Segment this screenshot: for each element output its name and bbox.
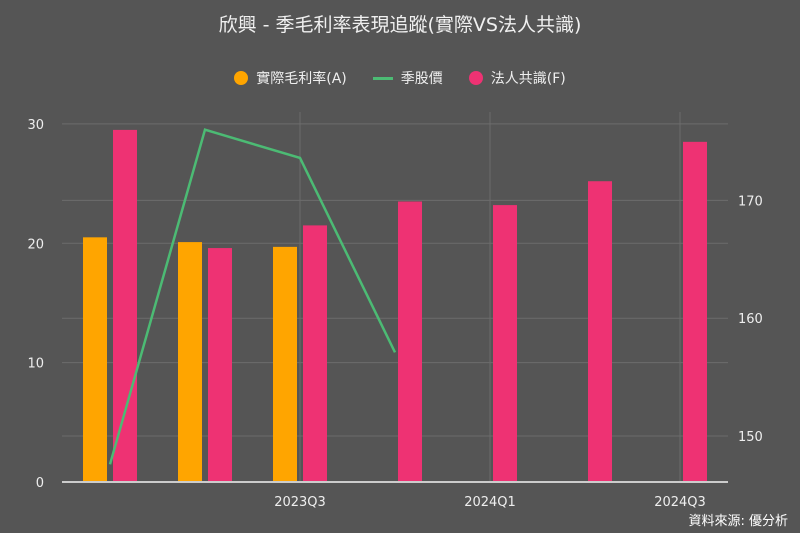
y-left-tick-label: 10 (27, 357, 44, 372)
y-right-tick-label: 160 (738, 312, 763, 327)
bar-forecast (113, 129, 137, 482)
legend-swatch (468, 71, 483, 85)
bar-forecast (683, 141, 707, 482)
legend-item-actual[interactable]: 實際毛利率(A) (234, 68, 347, 88)
line-price (108, 128, 397, 465)
bar-actual (83, 237, 107, 482)
legend-item-forecast[interactable]: 法人共識(F) (468, 68, 566, 88)
x-tick-label: 2024Q3 (654, 495, 706, 510)
legend-swatch (234, 71, 249, 85)
bar-actual (273, 246, 297, 482)
y-right-tick-label: 150 (738, 430, 763, 445)
y-right-tick-label: 170 (738, 194, 763, 209)
y-left-tick-label: 20 (27, 237, 44, 252)
y-left-tick-label: 30 (27, 118, 44, 133)
bar-forecast (588, 181, 612, 482)
y-left-tick-label: 0 (36, 476, 44, 491)
x-tick-label: 2023Q3 (274, 495, 326, 510)
bar-actual (178, 242, 202, 482)
legend: 實際毛利率(A) 季股價 法人共識(F) (0, 68, 800, 88)
bar-forecast (398, 201, 422, 483)
legend-item-price[interactable]: 季股價 (372, 68, 443, 88)
legend-swatch (372, 76, 393, 80)
legend-label: 法人共識(F) (490, 71, 566, 87)
legend-label: 季股價 (400, 71, 443, 87)
legend-label: 實際毛利率(A) (256, 71, 347, 87)
bar-forecast (303, 225, 327, 483)
x-tick-label: 2024Q1 (464, 495, 516, 510)
chart-title: 欣興 - 季毛利率表現追蹤(實際VS法人共識) (218, 14, 582, 36)
source-note: 資料來源: 優分析 (688, 514, 788, 529)
bar-forecast (493, 205, 517, 482)
bar-forecast (208, 248, 232, 482)
